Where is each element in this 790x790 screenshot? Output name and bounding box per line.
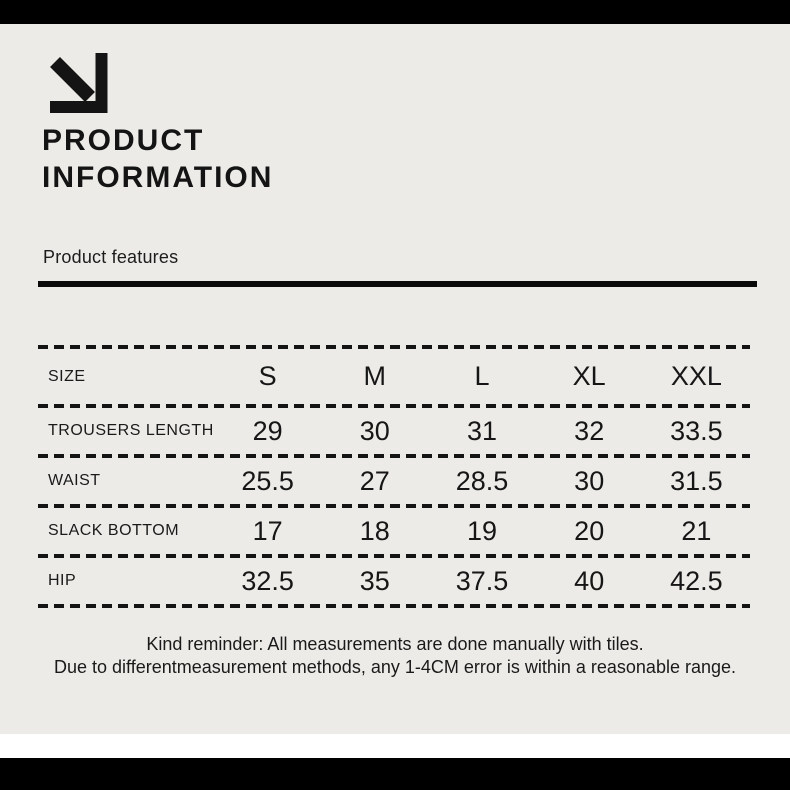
bottom-white-strip	[0, 734, 790, 758]
cell-value: 17	[252, 515, 283, 546]
reminder-line1: Kind reminder: All measurements are done…	[146, 634, 644, 654]
cell-value: 32.5	[241, 565, 294, 596]
reminder-line2: Due to differentmeasurement methods, any…	[53, 657, 736, 677]
table-divider	[38, 404, 750, 408]
cell-value: 40	[574, 565, 605, 596]
cell-value: 25.5	[241, 465, 294, 496]
cell-value: 30	[359, 415, 390, 446]
header-cell-m: M	[363, 361, 387, 391]
bottom-black-bar	[0, 758, 790, 790]
cell-value: 33.5	[670, 415, 723, 446]
row-label: TROUSERS LENGTH	[48, 422, 214, 439]
table-divider	[38, 554, 750, 558]
page-title-line1: PRODUCT	[42, 124, 205, 157]
table-divider	[38, 504, 750, 508]
header-cell-xxl: XXL	[670, 361, 722, 391]
header-cell-s: S	[258, 361, 277, 391]
table-divider	[38, 345, 750, 349]
row-label: SLACK BOTTOM	[48, 522, 180, 539]
table-divider	[38, 454, 750, 458]
section-label: Product features	[43, 247, 179, 267]
size-chart-table: SIZE S M L XL XXL TROUSERS LENGTH 29 30 …	[38, 345, 750, 608]
header-cell-size: SIZE	[48, 367, 86, 385]
top-black-bar	[0, 0, 790, 24]
page-title: PRODUCT INFORMATION	[42, 122, 273, 196]
cell-value: 28.5	[455, 465, 509, 496]
cell-value: 31.5	[670, 465, 723, 496]
cell-value: 37.5	[455, 565, 509, 596]
cell-value: 32	[574, 415, 605, 446]
table-row-hip: HIP 32.5 35 37.5 40 42.5	[38, 558, 750, 604]
reminder-text: Kind reminder: All measurements are done…	[0, 633, 790, 679]
page-title-line2: INFORMATION	[42, 161, 274, 194]
table-header-row: SIZE S M L XL XXL	[38, 349, 750, 404]
table-row-trousers-length: TROUSERS LENGTH 29 30 31 32 33.5	[38, 408, 750, 454]
cell-value: 35	[359, 565, 390, 596]
cell-value: 18	[359, 515, 390, 546]
header-cell-l: L	[474, 361, 490, 391]
cell-value: 21	[681, 515, 712, 546]
header-cell-xl: XL	[572, 361, 606, 391]
cell-value: 30	[574, 465, 605, 496]
cell-value: 31	[466, 415, 498, 446]
row-label: WAIST	[48, 472, 101, 489]
cell-value: 29	[252, 415, 283, 446]
table-row-slack-bottom: SLACK BOTTOM 17 18 19 20 21	[38, 508, 750, 554]
table-divider	[38, 604, 750, 608]
cell-value: 20	[574, 515, 605, 546]
section-rule	[38, 281, 757, 287]
arrow-down-right-icon	[50, 53, 108, 114]
cell-value: 42.5	[670, 565, 723, 596]
cell-value: 27	[359, 465, 390, 496]
table-row-waist: WAIST 25.5 27 28.5 30 31.5	[38, 458, 750, 504]
cell-value: 19	[466, 515, 498, 546]
row-label: HIP	[48, 572, 77, 589]
